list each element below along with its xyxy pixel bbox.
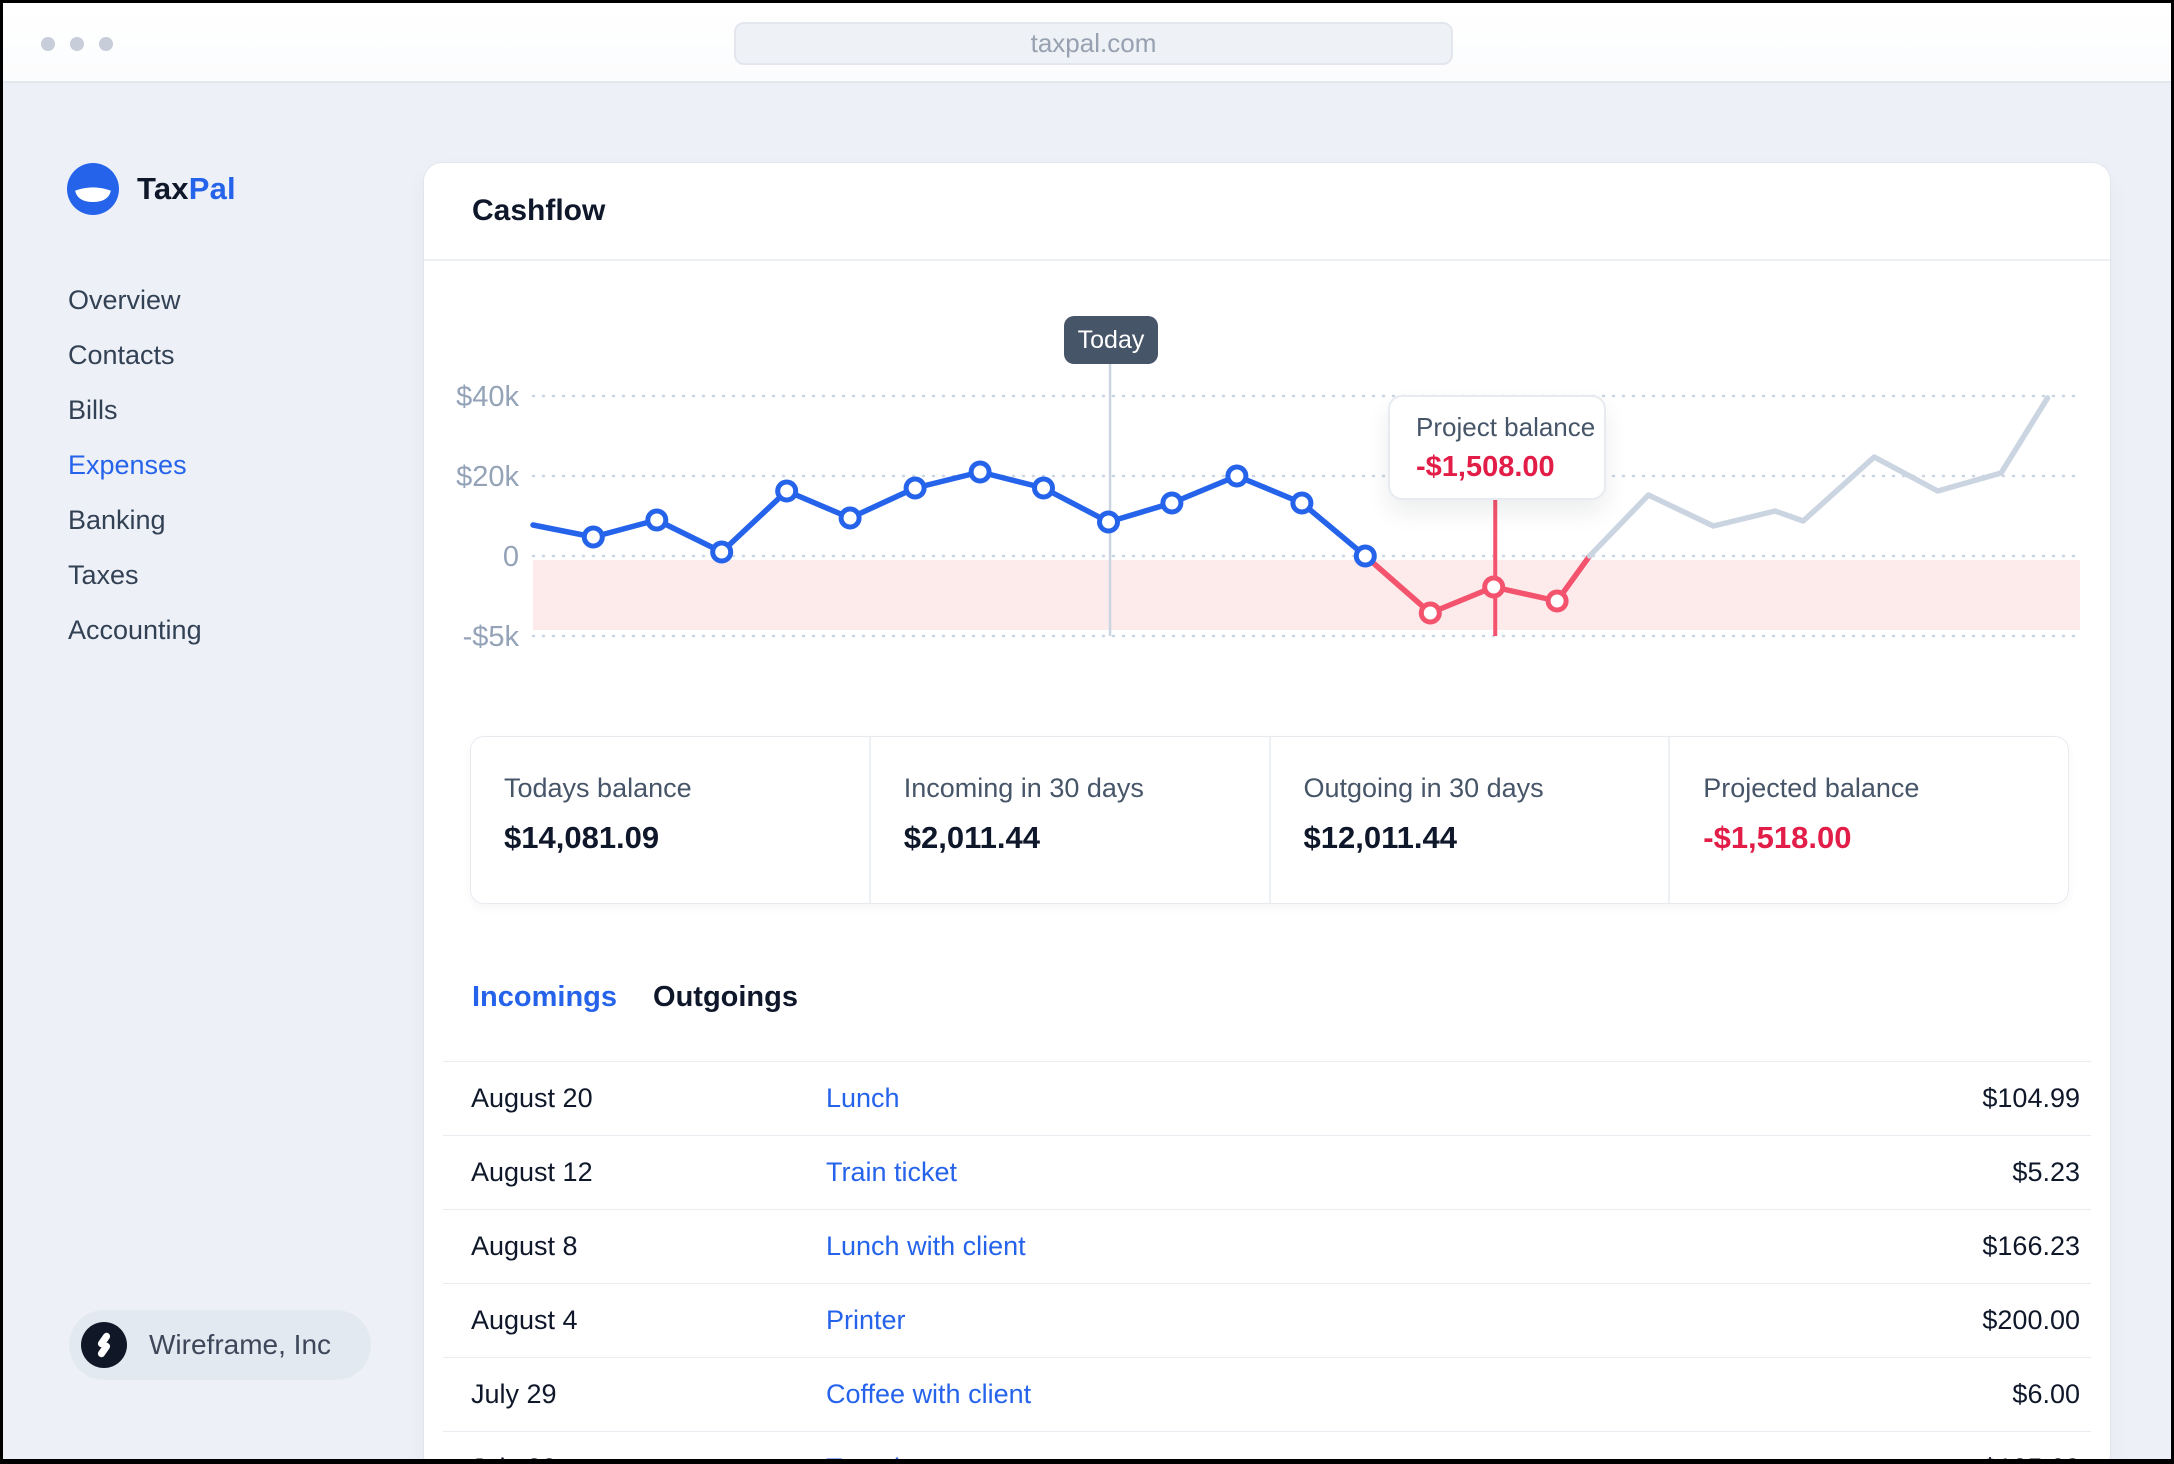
table-row: August 12 Train ticket $5.23 bbox=[443, 1135, 2091, 1209]
transaction-amount: $104.99 bbox=[1982, 1083, 2080, 1113]
sidebar-item-accounting[interactable]: Accounting bbox=[68, 615, 202, 645]
taxpal-logo-icon bbox=[67, 163, 119, 215]
projected-balance-tooltip: Project balance -$1,508.00 bbox=[1388, 395, 1606, 500]
stat-todays-balance: Todays balance $14,081.09 bbox=[471, 737, 869, 903]
sidebar-item-banking[interactable]: Banking bbox=[68, 505, 166, 535]
stat-incoming-30-days: Incoming in 30 days $2,011.44 bbox=[868, 737, 1269, 903]
stat-value: -$1,518.00 bbox=[1703, 820, 1852, 855]
transaction-date: July 22 bbox=[471, 1453, 826, 1459]
tooltip-title: Project balance bbox=[1416, 412, 1596, 442]
transaction-amount: $6.00 bbox=[2012, 1379, 2080, 1409]
transaction-link[interactable]: Printer bbox=[826, 1305, 906, 1335]
browser-chrome: taxpal.com bbox=[3, 3, 2171, 83]
transaction-amount: $105.63 bbox=[1982, 1453, 2080, 1459]
svg-text:-$5k: -$5k bbox=[463, 621, 520, 653]
transactions-tabs: Incomings Outgoings bbox=[472, 981, 798, 1014]
table-row: August 20 Lunch $104.99 bbox=[443, 1061, 2091, 1135]
stat-projected-balance: Projected balance -$1,518.00 bbox=[1668, 737, 2068, 903]
stat-label: Outgoing in 30 days bbox=[1303, 773, 1544, 803]
url-bar[interactable]: taxpal.com bbox=[734, 22, 1453, 65]
sidebar-item-overview[interactable]: Overview bbox=[68, 285, 181, 315]
org-name: Wireframe, Inc bbox=[149, 1329, 332, 1360]
transaction-amount: $166.23 bbox=[1982, 1231, 2080, 1261]
panel-header: Cashflow bbox=[424, 163, 2110, 261]
transaction-amount: $200.00 bbox=[1982, 1305, 2080, 1335]
svg-text:$40k: $40k bbox=[456, 381, 519, 413]
sidebar-item-contacts[interactable]: Contacts bbox=[68, 340, 175, 370]
transaction-link[interactable]: Coffee with client bbox=[826, 1379, 1032, 1409]
transaction-link[interactable]: Train ticket bbox=[826, 1157, 958, 1187]
stat-label: Projected balance bbox=[1703, 773, 1920, 803]
transaction-link[interactable]: Travel bbox=[826, 1453, 1982, 1459]
sidebar-nav: Overview Contacts Bills Expenses Banking… bbox=[68, 273, 202, 658]
org-logo-icon bbox=[81, 1322, 127, 1368]
today-tooltip: Today bbox=[1064, 316, 1158, 364]
table-row: August 4 Printer $200.00 bbox=[443, 1283, 2091, 1357]
window-controls bbox=[41, 37, 113, 51]
table-row: July 29 Coffee with client $6.00 bbox=[443, 1357, 2091, 1431]
table-row: August 8 Lunch with client $166.23 bbox=[443, 1209, 2091, 1283]
sidebar-item-expenses[interactable]: Expenses bbox=[68, 450, 187, 480]
stat-label: Todays balance bbox=[504, 773, 692, 803]
svg-text:$20k: $20k bbox=[456, 461, 519, 493]
transaction-date: August 8 bbox=[471, 1231, 578, 1261]
transaction-date: August 12 bbox=[471, 1157, 593, 1187]
stat-outgoing-30-days: Outgoing in 30 days $12,011.44 bbox=[1268, 737, 1669, 903]
cashflow-chart: $40k $20k 0 -$5k bbox=[456, 364, 2082, 653]
stat-value: $2,011.44 bbox=[903, 820, 1040, 855]
brand-name: TaxPal bbox=[137, 171, 236, 206]
window-minimize-button[interactable] bbox=[70, 37, 84, 51]
window-maximize-button[interactable] bbox=[99, 37, 113, 51]
transaction-link[interactable]: Lunch bbox=[826, 1083, 900, 1113]
tab-outgoings[interactable]: Outgoings bbox=[653, 981, 798, 1013]
stat-value: $14,081.09 bbox=[504, 820, 660, 855]
sidebar-item-bills[interactable]: Bills bbox=[68, 395, 118, 425]
transaction-date: July 29 bbox=[471, 1379, 557, 1409]
stat-value: $12,011.44 bbox=[1303, 820, 1457, 855]
brand-logo[interactable]: TaxPal bbox=[67, 163, 236, 215]
transaction-link[interactable]: Lunch with client bbox=[826, 1231, 1026, 1261]
transaction-date: August 4 bbox=[471, 1305, 578, 1335]
svg-text:0: 0 bbox=[503, 541, 519, 573]
summary-stats: Todays balance $14,081.09 Incoming in 30… bbox=[470, 736, 2069, 904]
transaction-date: August 20 bbox=[471, 1083, 593, 1113]
transactions-table: August 20 Lunch $104.99 August 12 Train … bbox=[443, 1061, 2091, 1459]
page-title: Cashflow bbox=[472, 194, 606, 227]
table-row: July 22 Travel $105.63 bbox=[443, 1431, 2091, 1459]
org-switcher[interactable]: Wireframe, Inc bbox=[69, 1310, 372, 1380]
sidebar-item-taxes[interactable]: Taxes bbox=[68, 560, 139, 590]
tooltip-value: -$1,508.00 bbox=[1416, 451, 1555, 483]
tab-incomings[interactable]: Incomings bbox=[472, 981, 618, 1013]
stat-label: Incoming in 30 days bbox=[903, 773, 1144, 803]
window-close-button[interactable] bbox=[41, 37, 55, 51]
transaction-amount: $5.23 bbox=[2012, 1157, 2080, 1187]
